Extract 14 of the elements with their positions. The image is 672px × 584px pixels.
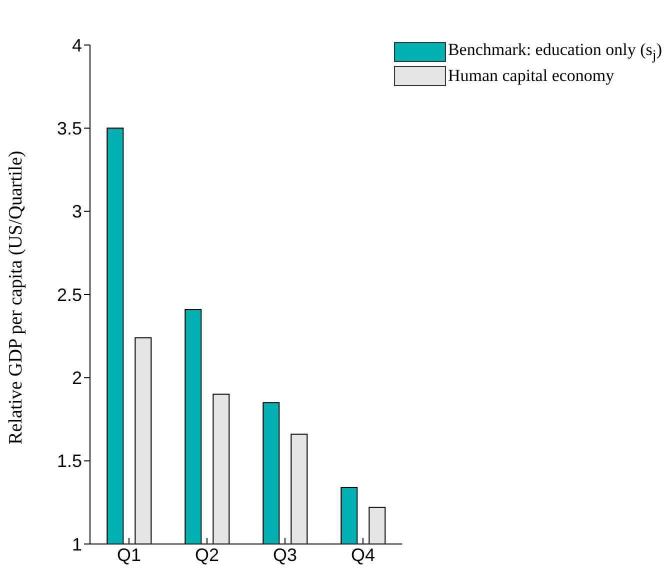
- y-tick-label: 3: [72, 202, 82, 222]
- x-tick-label: Q4: [350, 544, 375, 565]
- y-tick-label: 3.5: [56, 118, 82, 139]
- x-tick-label: Q2: [194, 544, 219, 565]
- y-tick-label: 2.5: [56, 284, 82, 305]
- legend-label: Human capital economy: [448, 66, 614, 86]
- y-tick-label: 1: [72, 534, 82, 554]
- y-tick-label: 4: [72, 35, 82, 56]
- y-tick-label: 2: [72, 368, 82, 388]
- x-tick-label: Q1: [116, 544, 142, 565]
- y-axis-title: Relative GDP per capita (US/Quartile): [6, 150, 27, 444]
- legend-label: Benchmark: education only (s$_{j}$): [448, 40, 662, 64]
- y-tick-label: 1.5: [56, 451, 82, 472]
- x-tick-label: Q3: [272, 544, 297, 565]
